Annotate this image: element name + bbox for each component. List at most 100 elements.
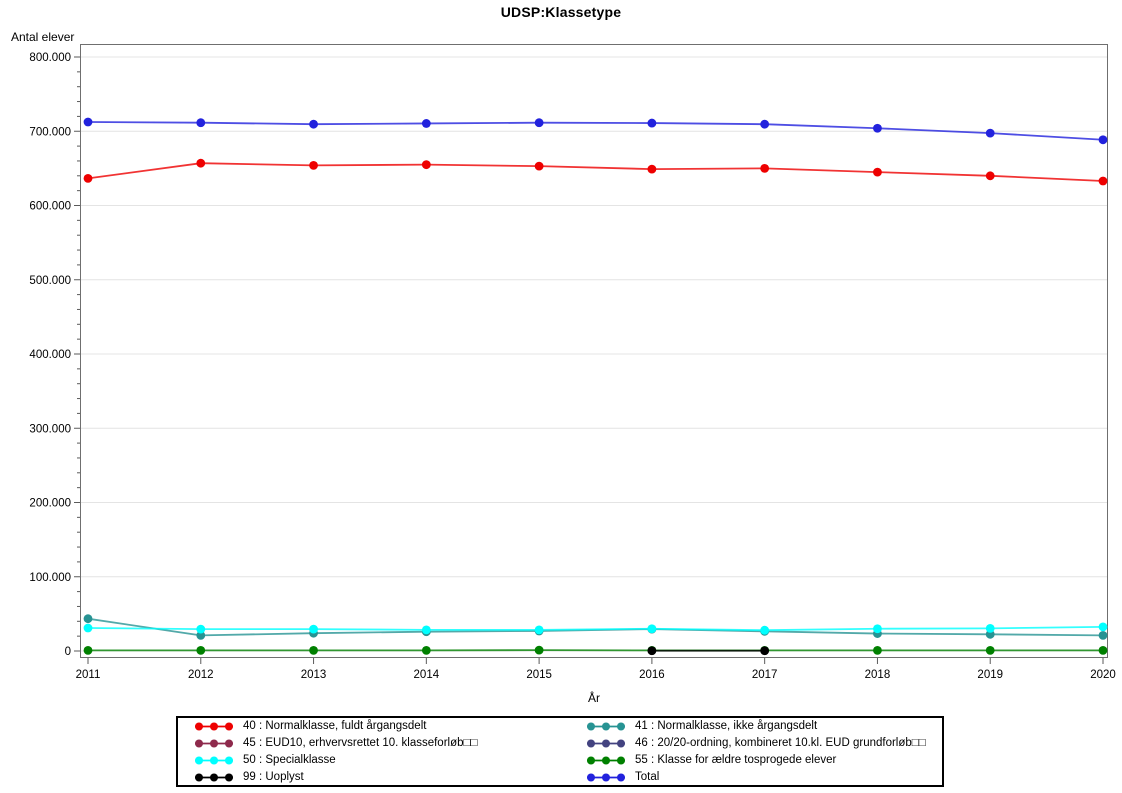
series-total-marker [83,117,93,127]
legend-marker-41 [587,722,625,730]
series-41-marker [83,614,93,624]
legend-label-45: 45 : EUD10, erhvervsrettet 10. klassefor… [243,737,478,749]
legend-label-total: Total [635,771,660,783]
legend-item-45: 45 : EUD10, erhvervsrettet 10. klassefor… [194,735,586,751]
legend-marker-40 [195,722,233,730]
series-41 [83,614,1108,640]
series-total-marker [309,119,318,129]
legend-label-40: 40 : Normalklasse, fuldt årgangsdelt [243,720,427,732]
series-50 [83,622,1108,635]
x-tick-label: 2013 [301,669,327,681]
x-tick-label: 2012 [188,669,214,681]
series-total-marker [196,118,206,128]
series-50-marker [1098,622,1108,632]
series-40-marker [309,161,318,170]
y-tick-label: 0 [65,646,71,658]
series-40-marker [196,158,206,168]
y-axis-title: Antal elever [11,30,75,44]
legend-label-50: 50 : Specialklasse [243,754,336,766]
x-tick-label: 2019 [977,669,1003,681]
series-55-marker [1098,646,1108,655]
series-55-marker [83,646,93,655]
series-50-marker [421,625,431,635]
series-50-marker [985,623,995,633]
series-total-marker [1098,135,1108,145]
series-50-line [87,625,1104,632]
plot-frame [80,44,1108,658]
y-tick-label: 200.000 [29,498,71,510]
legend-label-55: 55 : Klasse for ældre tosprogede elever [635,754,837,766]
plot-area: 0 100.000 200.000 300.000 400.000 500.000 600.… [29,44,1116,681]
chart-title: UDSP:Klassetype [500,4,622,20]
series-40-marker [873,167,882,177]
series-40-marker [760,163,770,173]
series-41-line [87,617,1104,637]
series-total-marker [534,118,544,128]
series-55-marker [421,646,431,655]
series-total-marker [760,119,770,129]
x-tick-label: 2015 [526,669,552,681]
series-40-marker [647,164,657,174]
series-50-marker [873,624,882,634]
x-tick-label: 2017 [752,669,778,681]
legend-item-40: 40 : Normalklasse, fuldt årgangsdelt [194,718,586,734]
series-50-marker [760,625,770,635]
series-40-line [87,162,1104,182]
y-tick-label: 800.000 [29,52,71,64]
series-40 [83,158,1108,186]
x-axis-title: År [588,691,600,705]
y-tick-label: 400.000 [29,349,71,361]
legend-marker-99 [195,773,233,781]
series-40-marker [985,171,995,181]
series-40-marker [1098,176,1108,186]
x-tick-label: 2016 [639,669,665,681]
x-axis: 2011 2012 2013 2014 2015 2016 2017 2018 2019 2020 [76,658,1116,681]
legend-marker-50 [195,756,233,764]
y-tick-label: 600.000 [29,201,71,213]
series-55-marker [534,645,544,655]
y-tick-label: 700.000 [29,126,71,138]
legend-marker-46 [587,739,625,747]
series-99 [647,646,770,656]
series-55-marker [309,646,318,655]
series-total-line [87,121,1104,141]
series-total-marker [421,119,431,128]
series-total-marker [985,128,995,138]
series-50-marker [534,625,544,635]
series-total-marker [873,123,882,133]
legend-item-46: 46 : 20/20-ordning, kombineret 10.kl. EU… [586,735,942,751]
series-55-marker [985,646,995,655]
legend-item-41: 41 : Normalklasse, ikke årgangsdelt [586,718,942,734]
legend-item-total: Total [586,769,942,785]
legend-marker-55 [587,756,625,764]
x-tick-label: 2014 [414,669,440,681]
legend-marker-total [587,773,625,781]
series-50-marker [196,624,206,634]
series-99-marker [760,646,770,656]
series-55 [83,645,1108,655]
series-50-marker [309,624,318,634]
y-axis: 0 100.000 200.000 300.000 400.000 500.000 600.… [29,52,80,658]
y-tick-label: 100.000 [29,572,71,584]
legend-item-55: 55 : Klasse for ældre tosprogede elever [586,752,942,768]
series-50-marker [83,623,93,633]
series-41-marker [196,631,206,640]
series-40-marker [534,161,544,171]
series-40-marker [83,173,93,183]
series-55-marker [196,646,206,655]
series-total [83,117,1108,145]
legend-label-41: 41 : Normalklasse, ikke årgangsdelt [635,720,818,732]
x-tick-label: 2011 [76,669,101,681]
x-tick-label: 2018 [865,669,891,681]
series-41-marker [1098,631,1108,640]
series-55-marker [873,646,882,655]
y-tick-label: 300.000 [29,423,71,435]
legend-item-99: 99 : Uoplyst [194,769,586,785]
legend-box: 40 : Normalklasse, fuldt årgangsdelt 41 :… [176,716,944,787]
legend-label-46: 46 : 20/20-ordning, kombineret 10.kl. EU… [635,737,926,749]
series-40-marker [421,160,431,170]
x-tick-label: 2020 [1090,669,1116,681]
y-tick-label: 500.000 [29,275,71,287]
legend-item-50: 50 : Specialklasse [194,752,586,768]
